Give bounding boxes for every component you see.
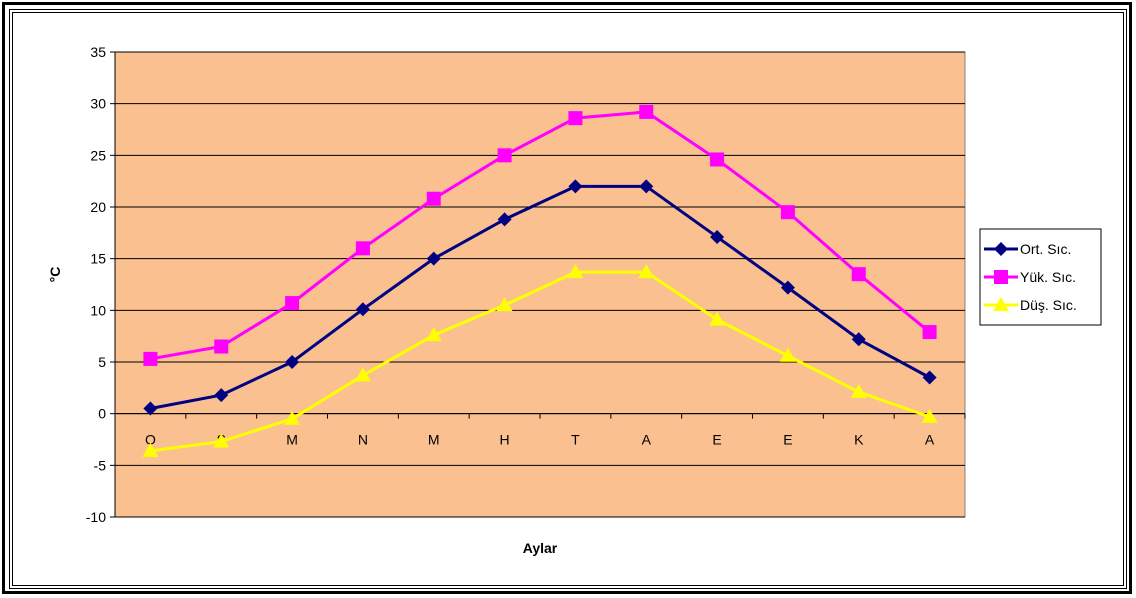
- data-point: [639, 104, 654, 119]
- x-tick-label: E: [712, 432, 721, 448]
- x-tick-label: O: [145, 432, 156, 448]
- data-point: [780, 280, 795, 295]
- data-point: [142, 442, 159, 457]
- data-point: [779, 347, 796, 362]
- series-line: [150, 270, 931, 453]
- x-tick-label: M: [286, 432, 298, 448]
- y-tick-label: 30: [90, 96, 106, 112]
- series-1: [143, 179, 937, 416]
- data-point: [710, 152, 725, 167]
- y-tick-label: 25: [90, 147, 106, 163]
- data-point: [567, 264, 584, 279]
- data-point: [426, 191, 441, 206]
- x-tick-label: T: [571, 432, 580, 448]
- y-tick-label: 15: [90, 251, 106, 267]
- chart-area-frame: [12, 12, 1124, 586]
- x-tick-label: H: [500, 432, 510, 448]
- data-point: [568, 179, 583, 194]
- data-point: [921, 408, 938, 423]
- data-point: [710, 229, 725, 244]
- data-point: [425, 327, 442, 342]
- x-tick-label: N: [358, 432, 368, 448]
- y-tick-label: 5: [98, 354, 106, 370]
- data-point: [922, 370, 937, 385]
- data-point: [355, 302, 370, 317]
- series-3: [142, 264, 938, 457]
- data-point: [143, 351, 158, 366]
- x-axis-title: Aylar: [523, 540, 558, 556]
- data-point: [850, 383, 867, 398]
- data-point: [143, 401, 158, 416]
- y-tick-label: 0: [98, 406, 106, 422]
- data-point: [851, 267, 866, 282]
- legend-label: Ort. Sıc.: [1020, 241, 1071, 257]
- data-point: [426, 251, 441, 266]
- data-point: [922, 325, 937, 340]
- y-axis-title: °C: [47, 267, 63, 283]
- chart-inner-frame: [9, 9, 1127, 589]
- data-point: [780, 205, 795, 220]
- data-point: [214, 388, 229, 403]
- legend: Ort. Sıc. Yük. Sıc. Düş. Sıc.: [979, 228, 1102, 326]
- x-tick-label: A: [925, 432, 935, 448]
- data-point: [284, 410, 301, 425]
- plot-area: [114, 51, 966, 518]
- series-2: [143, 104, 937, 366]
- y-tick-label: -10: [86, 509, 106, 525]
- data-point: [638, 264, 655, 279]
- data-point: [851, 332, 866, 347]
- y-axis-ticks: -10 -5 0 5 10 15 20 25 30 35: [86, 44, 116, 525]
- data-point: [497, 148, 512, 163]
- data-point: [354, 367, 371, 382]
- x-tick-label: E: [783, 432, 792, 448]
- legend-item: Düş. Sıc.: [984, 297, 1077, 313]
- legend-label: Yük. Sıc.: [1020, 269, 1076, 285]
- data-point: [639, 179, 654, 194]
- series-line: [150, 110, 931, 361]
- data-point: [568, 111, 583, 126]
- gridlines: [115, 51, 965, 518]
- data-point: [285, 355, 300, 369]
- y-tick-label: 10: [90, 302, 106, 318]
- x-tick-label: M: [428, 432, 440, 448]
- y-tick-label: -5: [94, 457, 107, 473]
- data-point: [709, 311, 726, 326]
- legend-marker: [994, 242, 1008, 256]
- data-point: [214, 339, 229, 354]
- data-point: [213, 433, 230, 448]
- x-tick-label: K: [854, 432, 864, 448]
- legend-label: Düş. Sıc.: [1020, 297, 1077, 313]
- data-point: [285, 296, 300, 311]
- data-point: [496, 297, 513, 312]
- series-line: [150, 184, 931, 410]
- data-point: [497, 212, 512, 227]
- legend-marker: [994, 270, 1008, 284]
- legend-marker: [993, 297, 1009, 311]
- data-point: [355, 241, 370, 256]
- x-tick-label: A: [642, 432, 652, 448]
- y-tick-label: 35: [90, 44, 106, 60]
- series-group: [142, 104, 938, 457]
- legend-item: Yük. Sıc.: [984, 269, 1076, 285]
- y-tick-label: 20: [90, 199, 106, 215]
- legend-item: Ort. Sıc.: [984, 241, 1071, 257]
